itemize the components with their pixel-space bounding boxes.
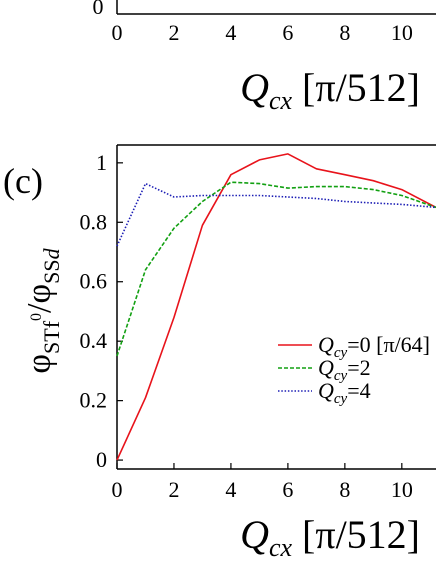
y-ticks: 0 0.2 0.4 0.6 0.8 1	[80, 150, 123, 472]
legend-label-0: Qcy=0 [π/64]	[318, 332, 430, 361]
top-x-tick-label: 0	[112, 20, 123, 45]
y-tick-label: 0.8	[80, 209, 108, 234]
top-panel-y-tick-label: 0	[93, 0, 104, 19]
series-lines	[116, 153, 436, 461]
x-axis-title: Qcx [π/512]	[240, 512, 420, 562]
x-tick-label: 6	[282, 477, 293, 502]
top-x-tick-label: 2	[168, 20, 179, 45]
top-x-tick-label: 6	[282, 20, 293, 45]
series-line-1	[116, 181, 436, 357]
x-tick-label: 10	[391, 477, 413, 502]
y-tick-label: 0.6	[80, 269, 108, 294]
legend-label-2: Qcy=4	[318, 378, 371, 407]
x-tick-label: 8	[339, 477, 350, 502]
top-panel: 0 0 2 4 6 8 10 Qcx [π/512]	[93, 0, 436, 115]
top-x-tick-label: 8	[339, 20, 350, 45]
panel-c: (c) φSTf0/φSSd 0 0.2 0.4 0.6 0.8 1 0 2 4 6 8 10 Qc…	[3, 144, 436, 562]
panel-label: (c)	[3, 161, 43, 201]
y-tick-label: 0.2	[80, 388, 108, 413]
x-ticks: 0 2 4 6 8 10	[112, 463, 413, 502]
plot-frame	[116, 144, 436, 470]
y-tick-label: 0.4	[80, 328, 108, 353]
top-x-tick-label: 4	[225, 20, 236, 45]
y-tick-label: 0	[96, 447, 107, 472]
top-x-tick-label: 10	[391, 20, 413, 45]
top-panel-x-axis-title: Qcx [π/512]	[240, 65, 420, 115]
series-line-0	[116, 153, 436, 461]
x-tick-label: 2	[168, 477, 179, 502]
top-panel-x-ticks: 0 2 4 6 8 10	[112, 20, 413, 45]
series-line-2	[116, 182, 436, 247]
x-tick-label: 0	[112, 477, 123, 502]
y-tick-label: 1	[96, 150, 107, 175]
x-tick-label: 4	[225, 477, 236, 502]
y-axis-title: φSTf0/φSSd	[21, 247, 64, 373]
legend-label-1: Qcy=2	[318, 355, 371, 384]
